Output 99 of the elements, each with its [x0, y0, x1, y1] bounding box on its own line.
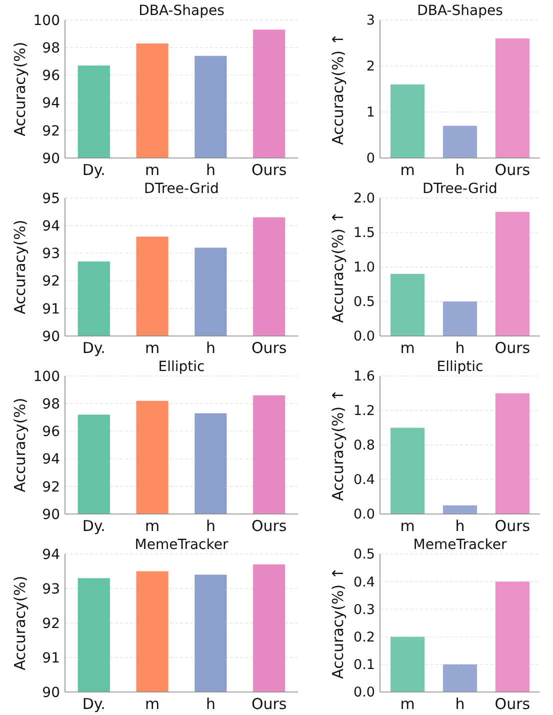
- y-tick-label: 2.0: [354, 190, 375, 207]
- x-tick-label: h: [206, 517, 216, 535]
- x-tick-label: h: [455, 695, 465, 713]
- y-tick-label: 92: [42, 123, 60, 140]
- y-tick-label: 94: [42, 452, 60, 468]
- y-tick-label: 96: [42, 424, 60, 440]
- bar: [442, 302, 478, 336]
- chart-title: DTree-Grid: [422, 181, 498, 197]
- bar: [442, 505, 478, 514]
- y-tick-label: 0.0: [354, 506, 375, 523]
- y-tick-label: 0.5: [354, 294, 375, 310]
- y-tick-label: 0.1: [354, 657, 375, 674]
- y-tick-label: 2: [366, 58, 375, 75]
- x-tick-label: Ours: [251, 161, 287, 179]
- x-tick-label: Ours: [494, 161, 530, 179]
- y-axis-title: Accuracy(%) ↑: [329, 33, 347, 145]
- bar: [495, 582, 530, 692]
- x-tick-label: m: [144, 695, 160, 713]
- y-tick-label: 0.8: [354, 438, 375, 454]
- y-axis-title: Accuracy(%): [11, 220, 29, 314]
- x-tick-label: m: [144, 339, 160, 357]
- y-tick-label: 90: [42, 684, 60, 701]
- y-tick-label: 95: [42, 190, 60, 207]
- x-tick-label: Ours: [494, 695, 530, 713]
- y-tick-label: 100: [33, 368, 60, 385]
- y-tick-label: 1.6: [354, 368, 375, 385]
- y-tick-label: 90: [42, 328, 60, 345]
- x-tick-label: h: [206, 339, 216, 357]
- y-tick-label: 92: [42, 274, 60, 290]
- x-tick-label: Ours: [494, 339, 530, 357]
- y-tick-label: 93: [42, 246, 60, 262]
- y-tick-label: 96: [42, 68, 60, 84]
- y-tick-label: 92: [42, 616, 60, 632]
- y-axis-title: Accuracy(%) ↑: [329, 211, 347, 323]
- x-tick-label: h: [206, 695, 216, 713]
- y-tick-label: 90: [42, 506, 60, 523]
- x-tick-label: Ours: [251, 339, 287, 357]
- y-tick-label: 0.2: [354, 630, 375, 646]
- bar: [390, 274, 425, 336]
- bar: [390, 428, 425, 514]
- chart-title: DTree-Grid: [144, 181, 219, 197]
- x-tick-label: h: [455, 339, 465, 357]
- x-tick-label: Dy.: [82, 339, 106, 357]
- y-tick-label: 92: [42, 479, 60, 496]
- y-tick-label: 0.5: [354, 546, 375, 563]
- y-axis-title: Accuracy(%): [11, 576, 29, 670]
- chart-title: DBA-Shapes: [138, 3, 224, 19]
- y-tick-label: 98: [42, 396, 60, 412]
- chart-title: Elliptic: [158, 359, 205, 375]
- x-tick-label: h: [455, 517, 465, 535]
- y-tick-label: 98: [42, 40, 60, 56]
- bar: [495, 38, 530, 158]
- x-tick-label: m: [400, 517, 415, 535]
- chart-title: DBA-Shapes: [417, 3, 503, 19]
- y-axis-title: Accuracy(%): [11, 42, 29, 136]
- y-tick-label: 94: [42, 546, 60, 563]
- y-tick-label: 0: [366, 150, 375, 167]
- bar: [442, 664, 478, 692]
- y-axis-title: Accuracy(%): [11, 398, 29, 492]
- y-axis-title: Accuracy(%) ↑: [329, 567, 347, 679]
- bar: [390, 84, 425, 158]
- y-tick-label: 0.3: [354, 602, 375, 618]
- y-tick-label: 91: [42, 650, 60, 666]
- y-tick-label: 91: [42, 301, 60, 318]
- y-axis-title: Accuracy(%) ↑: [329, 389, 347, 501]
- y-tick-label: 0.0: [354, 328, 375, 345]
- y-tick-label: 0.0: [354, 684, 375, 701]
- x-tick-label: m: [400, 161, 415, 179]
- y-tick-label: 90: [42, 150, 60, 167]
- x-tick-label: Dy.: [82, 161, 106, 179]
- y-tick-label: 1.0: [354, 260, 375, 276]
- y-tick-label: 0.4: [354, 574, 375, 590]
- x-tick-label: h: [455, 161, 465, 179]
- y-tick-label: 94: [42, 218, 60, 234]
- bar: [495, 212, 530, 336]
- x-tick-label: m: [144, 161, 160, 179]
- x-tick-label: Ours: [494, 517, 530, 535]
- y-tick-label: 1.2: [354, 403, 375, 420]
- y-tick-label: 100: [33, 12, 60, 29]
- y-tick-label: 0.4: [354, 472, 375, 488]
- y-tick-label: 1.5: [354, 225, 375, 242]
- x-tick-label: m: [400, 339, 415, 357]
- bar: [390, 636, 425, 692]
- chart-title: MemeTracker: [413, 537, 507, 553]
- y-tick-label: 1: [366, 104, 375, 121]
- x-tick-label: Ours: [251, 695, 287, 713]
- y-tick-label: 3: [366, 12, 375, 29]
- x-tick-label: h: [206, 161, 216, 179]
- x-tick-label: Dy.: [82, 695, 106, 713]
- bar: [442, 126, 478, 158]
- x-tick-label: Dy.: [82, 517, 106, 535]
- x-tick-label: m: [144, 517, 160, 535]
- chart-title: Elliptic: [436, 359, 484, 375]
- x-tick-label: Ours: [251, 517, 287, 535]
- chart-title: MemeTracker: [134, 537, 228, 553]
- y-tick-label: 94: [42, 96, 60, 112]
- x-tick-label: m: [400, 695, 415, 713]
- bar: [495, 393, 530, 514]
- y-tick-label: 93: [42, 581, 60, 598]
